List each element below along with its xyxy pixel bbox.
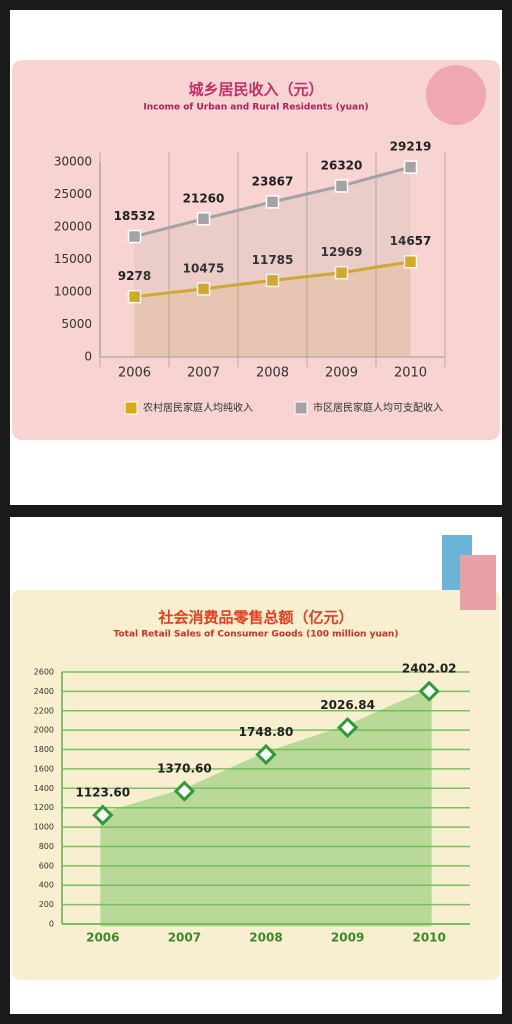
y-tick-label: 1400 bbox=[34, 784, 54, 793]
legend-label: 市区居民家庭人均可支配收入 bbox=[313, 401, 443, 414]
x-tick-label: 2008 bbox=[249, 931, 282, 945]
data-label: 26320 bbox=[321, 158, 363, 172]
y-tick-label: 1800 bbox=[34, 745, 54, 754]
data-point bbox=[403, 160, 418, 174]
y-tick-label: 400 bbox=[39, 881, 54, 890]
y-tick-label: 10000 bbox=[54, 285, 92, 299]
area-fill bbox=[100, 687, 432, 927]
y-tick-label: 600 bbox=[39, 861, 54, 870]
panel-bg bbox=[12, 590, 500, 980]
legend-label: 农村居民家庭人均纯收入 bbox=[143, 401, 253, 414]
data-label: 23867 bbox=[252, 174, 294, 188]
y-tick-label: 15000 bbox=[54, 252, 92, 266]
y-tick-label: 1000 bbox=[34, 823, 54, 832]
data-label: 1370.60 bbox=[157, 762, 212, 776]
y-tick-label: 2600 bbox=[34, 668, 54, 677]
data-point bbox=[92, 804, 114, 826]
data-point bbox=[418, 680, 440, 702]
y-tick-label: 0 bbox=[49, 920, 54, 929]
y-tick-label: 30000 bbox=[54, 155, 92, 169]
data-point bbox=[265, 195, 280, 209]
chart-title: 社会消费品零售总额（亿元） bbox=[157, 609, 353, 627]
x-tick-label: 2009 bbox=[325, 366, 358, 381]
data-point bbox=[127, 289, 142, 304]
data-label: 1123.60 bbox=[75, 786, 130, 800]
y-tick-label: 200 bbox=[39, 900, 54, 909]
chart-subtitle: Total Retail Sales of Consumer Goods (10… bbox=[114, 630, 399, 640]
data-point bbox=[173, 780, 196, 802]
data-label: 2026.84 bbox=[320, 698, 375, 712]
y-tick-label: 1200 bbox=[34, 803, 54, 812]
y-tick-label: 800 bbox=[39, 842, 54, 851]
y-tick-label: 0 bbox=[84, 350, 92, 364]
y-tick-label: 5000 bbox=[61, 317, 92, 331]
data-label: 1748.80 bbox=[239, 725, 294, 739]
data-label: 14657 bbox=[390, 234, 432, 248]
data-point bbox=[255, 743, 277, 766]
x-tick-label: 2007 bbox=[187, 366, 220, 381]
data-point bbox=[196, 282, 211, 296]
x-tick-label: 2010 bbox=[394, 366, 427, 381]
series-area bbox=[134, 261, 411, 357]
data-label: 9278 bbox=[118, 269, 151, 283]
piggy-icon bbox=[426, 65, 486, 125]
chart-subtitle: Income of Urban and Rural Residents (yua… bbox=[143, 103, 368, 113]
data-label: 18532 bbox=[114, 209, 156, 223]
panel-bg bbox=[12, 60, 500, 440]
x-tick-label: 2006 bbox=[86, 931, 119, 945]
series-area bbox=[134, 167, 411, 357]
data-label: 29219 bbox=[390, 140, 432, 154]
data-point bbox=[334, 179, 349, 193]
x-tick-label: 2010 bbox=[412, 931, 445, 945]
data-label: 10475 bbox=[183, 261, 225, 275]
bag-icon bbox=[460, 555, 496, 610]
legend-swatch bbox=[294, 401, 308, 415]
data-point bbox=[403, 254, 418, 269]
data-label: 12969 bbox=[321, 245, 363, 259]
x-tick-label: 2006 bbox=[118, 366, 151, 381]
x-tick-label: 2007 bbox=[168, 931, 201, 945]
data-point bbox=[265, 273, 280, 288]
y-tick-label: 2000 bbox=[34, 726, 54, 735]
data-point bbox=[336, 716, 359, 739]
data-point bbox=[127, 229, 142, 244]
data-label: 11785 bbox=[252, 253, 294, 267]
y-tick-label: 20000 bbox=[54, 220, 92, 234]
data-point bbox=[334, 265, 349, 280]
chart-title: 城乡居民收入（元） bbox=[188, 81, 323, 99]
data-label: 2402.02 bbox=[402, 662, 457, 676]
y-tick-label: 25000 bbox=[54, 187, 92, 201]
legend-swatch bbox=[124, 401, 138, 415]
x-tick-label: 2009 bbox=[331, 931, 364, 945]
y-tick-label: 2200 bbox=[34, 706, 54, 715]
x-tick-label: 2008 bbox=[256, 366, 289, 381]
data-point bbox=[196, 212, 211, 226]
y-tick-label: 1600 bbox=[34, 764, 54, 773]
data-label: 21260 bbox=[183, 191, 225, 205]
y-tick-label: 2400 bbox=[34, 687, 54, 696]
